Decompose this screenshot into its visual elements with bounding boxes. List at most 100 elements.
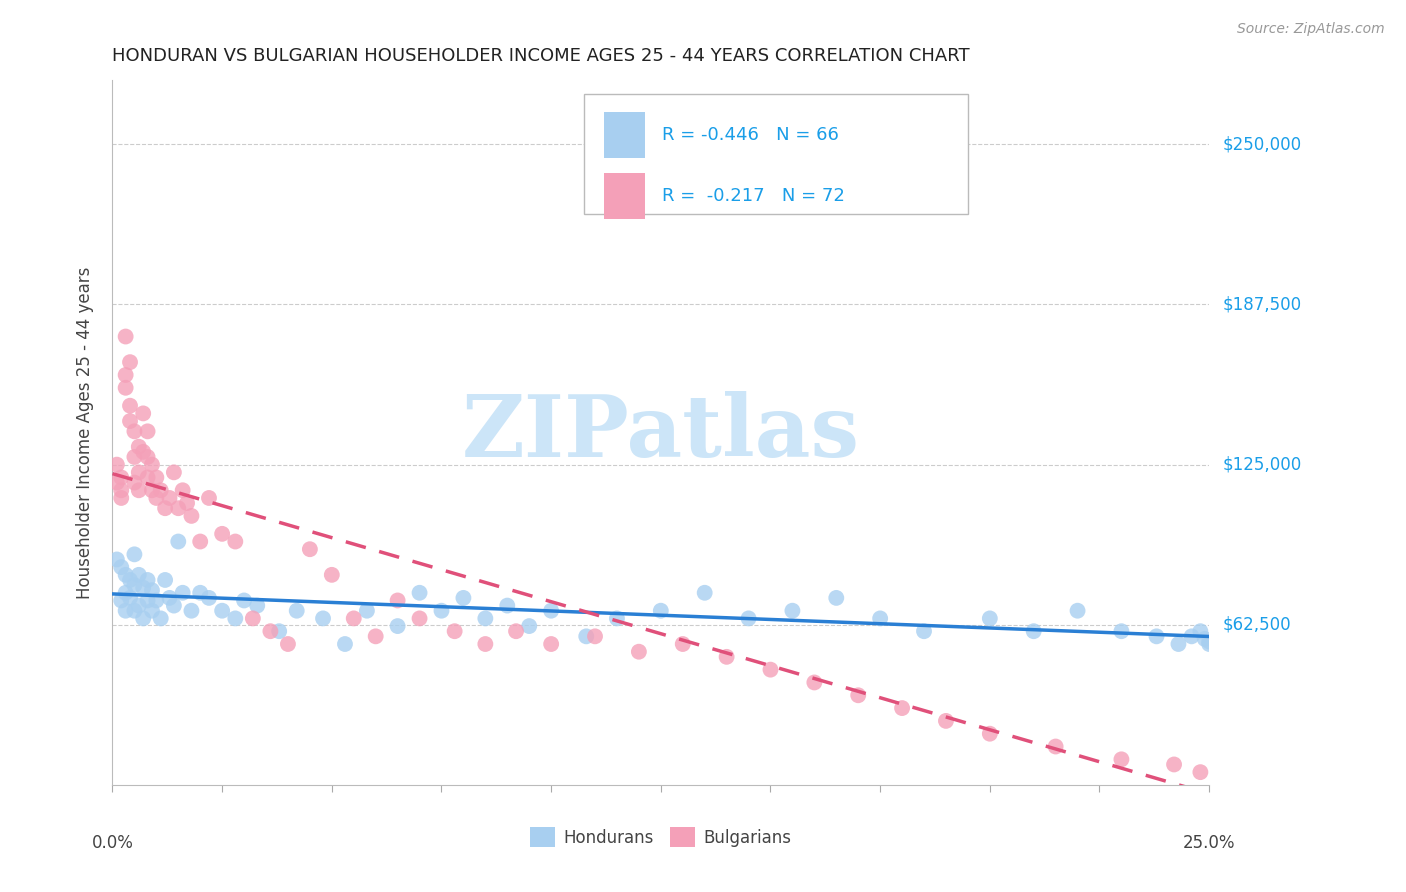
Point [869, 611, 891, 625]
Point [443, 624, 465, 639]
Point [1198, 634, 1220, 648]
Point [242, 611, 264, 625]
Point [167, 534, 190, 549]
Y-axis label: Householder Income Ages 25 - 44 years: Householder Income Ages 25 - 44 years [76, 267, 94, 599]
Point [408, 586, 430, 600]
Point [176, 496, 198, 510]
Point [1198, 637, 1220, 651]
Point [136, 425, 159, 439]
Point [846, 688, 869, 702]
Point [136, 450, 159, 464]
Point [149, 611, 172, 625]
Point [118, 355, 141, 369]
Point [141, 583, 163, 598]
Text: $62,500: $62,500 [1223, 615, 1292, 634]
Point [1220, 772, 1243, 787]
Point [114, 586, 136, 600]
Point [124, 450, 146, 464]
Text: HONDURAN VS BULGARIAN HOUSEHOLDER INCOME AGES 25 - 44 YEARS CORRELATION CHART: HONDURAN VS BULGARIAN HOUSEHOLDER INCOME… [112, 47, 970, 65]
Point [118, 573, 141, 587]
Point [224, 534, 246, 549]
Point [672, 637, 695, 651]
Point [1045, 739, 1067, 754]
Point [1189, 765, 1212, 780]
Point [474, 637, 496, 651]
Point [132, 406, 155, 420]
FancyBboxPatch shape [603, 112, 645, 158]
Point [188, 534, 211, 549]
Point [737, 611, 759, 625]
Point [159, 491, 181, 505]
Point [1194, 632, 1216, 646]
Text: ZIPatlas: ZIPatlas [461, 391, 860, 475]
Point [246, 599, 269, 613]
Point [128, 567, 150, 582]
Point [105, 552, 128, 566]
Point [716, 649, 738, 664]
Point [128, 483, 150, 498]
Point [935, 714, 957, 728]
Point [474, 611, 496, 625]
Point [198, 491, 221, 505]
Point [298, 542, 321, 557]
Point [145, 491, 167, 505]
Point [1163, 757, 1185, 772]
Point [650, 604, 672, 618]
Point [1066, 604, 1088, 618]
Point [333, 637, 356, 651]
Point [496, 599, 519, 613]
Point [540, 604, 562, 618]
Point [149, 483, 172, 498]
Point [110, 593, 132, 607]
Point [128, 440, 150, 454]
Point [167, 501, 190, 516]
Point [132, 581, 155, 595]
Point [285, 604, 308, 618]
Point [693, 586, 716, 600]
Point [759, 663, 782, 677]
Point [912, 624, 935, 639]
Point [1233, 774, 1256, 789]
Point [1189, 624, 1212, 639]
Point [583, 629, 606, 643]
Text: $125,000: $125,000 [1223, 456, 1302, 474]
Point [891, 701, 914, 715]
Point [1264, 776, 1286, 790]
Point [114, 329, 136, 343]
Point [979, 611, 1001, 625]
Point [364, 629, 387, 643]
Point [1111, 624, 1133, 639]
Text: R =  -0.217   N = 72: R = -0.217 N = 72 [662, 187, 845, 205]
Point [110, 491, 132, 505]
Point [136, 573, 159, 587]
Point [110, 470, 132, 484]
Point [1111, 752, 1133, 766]
Point [343, 611, 366, 625]
Point [505, 624, 527, 639]
Point [627, 645, 650, 659]
Point [211, 604, 233, 618]
Point [118, 399, 141, 413]
Point [277, 637, 299, 651]
Point [136, 593, 159, 607]
Point [172, 483, 194, 498]
Point [1241, 775, 1264, 789]
Point [1206, 770, 1229, 784]
Point [540, 637, 562, 651]
Point [517, 619, 540, 633]
Text: 0.0%: 0.0% [91, 834, 134, 852]
Point [124, 578, 146, 592]
Point [1022, 624, 1045, 639]
Point [180, 604, 202, 618]
Point [430, 604, 453, 618]
Point [114, 381, 136, 395]
Point [606, 611, 628, 625]
Point [153, 573, 176, 587]
Text: Source: ZipAtlas.com: Source: ZipAtlas.com [1237, 22, 1385, 37]
Point [105, 475, 128, 490]
Point [803, 675, 825, 690]
Text: R = -0.446   N = 66: R = -0.446 N = 66 [662, 126, 839, 144]
Point [141, 483, 163, 498]
Point [145, 593, 167, 607]
Legend: Hondurans, Bulgarians: Hondurans, Bulgarians [523, 821, 799, 855]
